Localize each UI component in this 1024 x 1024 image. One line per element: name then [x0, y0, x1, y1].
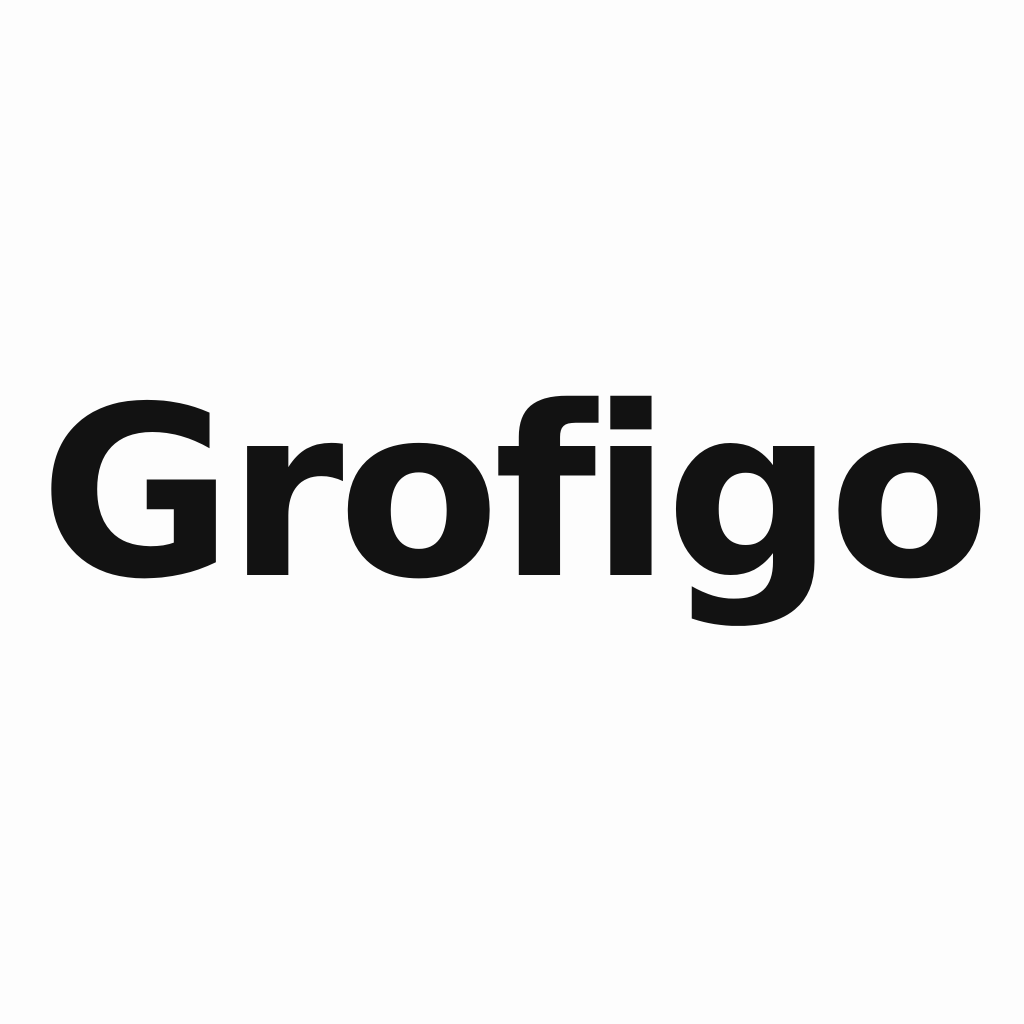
brand-wordmark: Grofigo [39, 356, 991, 631]
